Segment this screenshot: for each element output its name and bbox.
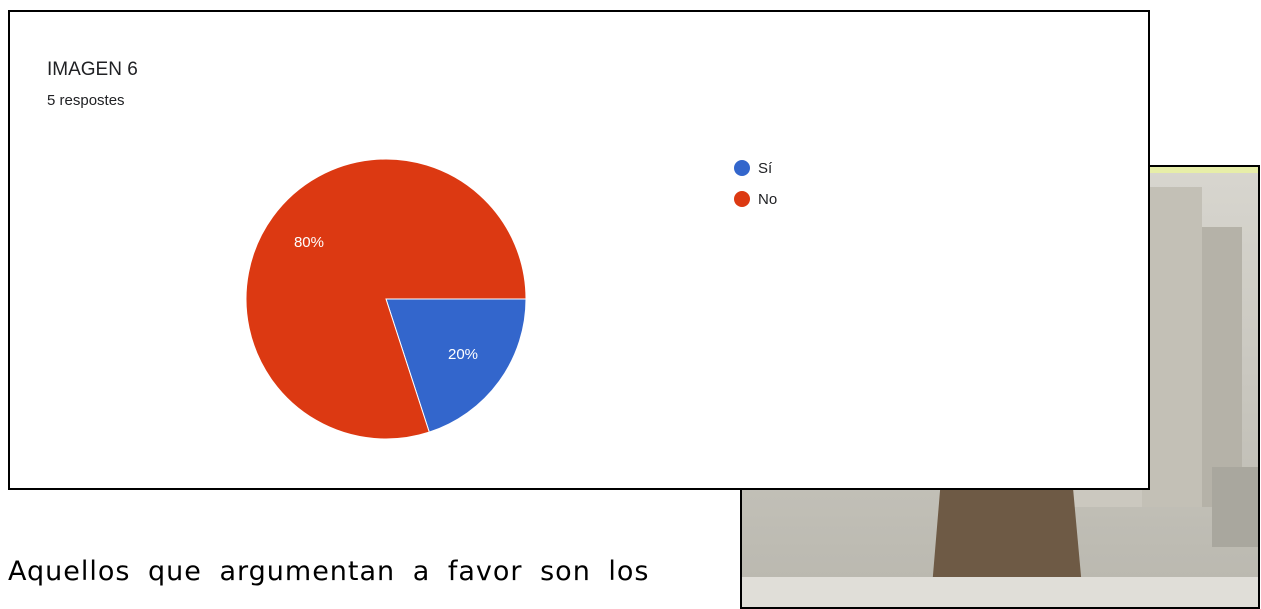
chart-title: IMAGEN 6: [47, 59, 138, 80]
pie-slice: [385, 298, 527, 433]
legend-label: Sí: [758, 160, 773, 177]
chart: IMAGEN 6 5 respostes 20% Sí 80% No: [47, 59, 777, 440]
slice-label: 80%: [294, 234, 324, 251]
legend-label: No: [758, 191, 777, 208]
legend-swatch: [734, 160, 750, 176]
slice-label: 20%: [448, 346, 478, 363]
chart-card: IMAGEN 6 5 respostes 20% Sí 80% No: [8, 10, 1150, 490]
legend-swatch: [734, 191, 750, 207]
pie-slice: [245, 158, 527, 440]
body-text: Aquellos que argumentan a favor son los: [8, 556, 650, 587]
chart-subtitle: 5 respostes: [47, 92, 125, 109]
